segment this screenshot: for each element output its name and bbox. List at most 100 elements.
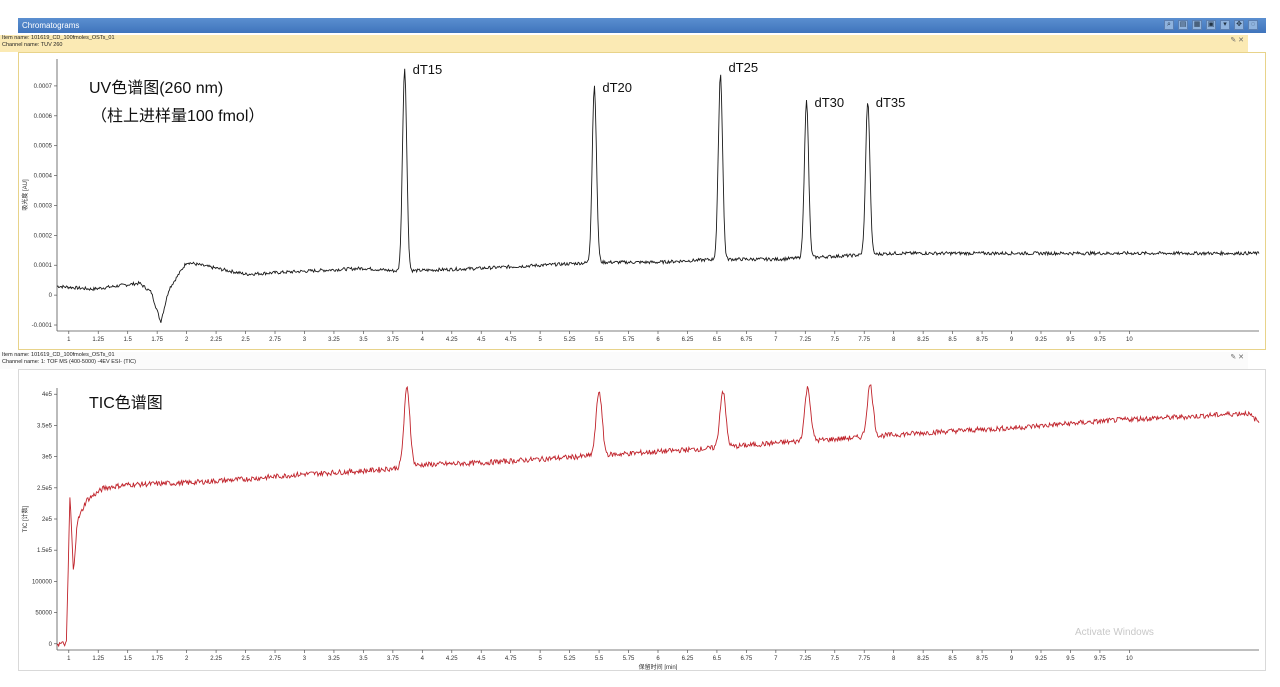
x-tick-label: 8: [892, 337, 896, 343]
dropdown-icon[interactable]: ▾: [1220, 20, 1230, 30]
x-tick-label: 8.25: [917, 656, 929, 662]
x-tick-label: 6.75: [741, 656, 753, 662]
x-tick-label: 9.25: [1035, 337, 1047, 343]
x-tick-label: 1.75: [151, 656, 163, 662]
table-icon[interactable]: ▦: [1192, 20, 1202, 30]
x-tick-label: 6: [656, 337, 660, 343]
x-tick-label: 2.75: [269, 337, 281, 343]
y-tick-label: 100000: [32, 579, 53, 585]
y-tick-label: 0: [49, 293, 53, 299]
window-title-bar: Chromatograms: [18, 18, 1266, 33]
y-tick-label: 4e5: [42, 392, 53, 398]
x-tick-label: 7.75: [858, 656, 870, 662]
x-tick-label: 6.5: [713, 656, 722, 662]
x-tick-label: 3.75: [387, 656, 399, 662]
x-tick-label: 7.25: [799, 337, 811, 343]
tic-channel-name: Channel name: 1: TOF MS (400-5000) -4EV …: [2, 359, 136, 365]
x-tick-label: 7.25: [799, 656, 811, 662]
y-tick-label: 3e5: [42, 455, 53, 461]
x-tick-label: 6: [656, 656, 660, 662]
x-tick-label: 7: [774, 656, 778, 662]
x-tick-label: 8.5: [948, 656, 957, 662]
x-tick-label: 3.25: [328, 337, 340, 343]
x-tick-label: 4.25: [446, 337, 458, 343]
x-tick-label: 8.25: [917, 337, 929, 343]
window-title: Chromatograms: [22, 21, 80, 30]
x-tick-label: 10: [1126, 656, 1133, 662]
x-tick-label: 5.75: [623, 337, 635, 343]
x-tick-label: 4: [421, 337, 425, 343]
x-tick-label: 7: [774, 337, 778, 343]
x-tick-label: 2: [185, 337, 189, 343]
y-axis-label: 吸光度 [AU]: [21, 179, 29, 211]
y-tick-label: 0.0004: [34, 174, 53, 180]
x-tick-label: 7.5: [831, 656, 840, 662]
tic-item-name: Item name: 101619_CD_100fmoles_OSTs_01: [2, 352, 115, 358]
y-tick-label: 50000: [35, 611, 52, 617]
uv-panel-close-icon[interactable]: ✎ ✕: [1230, 37, 1244, 44]
x-tick-label: 2.25: [210, 337, 222, 343]
x-tick-label: 9.25: [1035, 656, 1047, 662]
tic-annotation-title: TIC色谱图: [89, 394, 163, 412]
x-tick-label: 8.75: [976, 337, 988, 343]
x-tick-label: 1.5: [124, 656, 133, 662]
x-tick-label: 2.5: [241, 337, 250, 343]
x-tick-label: 9.5: [1066, 337, 1075, 343]
y-tick-label: 0.0003: [34, 203, 53, 209]
y-tick-label: 0.0002: [34, 233, 53, 239]
peak-label: dT25: [728, 60, 758, 75]
uv-plot-frame: -0.0001 0 0.0001 0.0002 0.0003 0.0004 0.0005 0.…: [18, 52, 1266, 350]
tic-panel-header: Item name: 101619_CD_100fmoles_OSTs_01 C…: [0, 352, 1248, 369]
x-tick-label: 9: [1010, 656, 1014, 662]
uv-chart: -0.0001 0 0.0001 0.0002 0.0003 0.0004 0.0005 0.…: [21, 59, 1260, 343]
export-icon[interactable]: ▣: [1206, 20, 1216, 30]
x-axis-label: 保留时间 [min]: [639, 663, 678, 670]
x-tick-label: 6.25: [682, 337, 694, 343]
uv-channel-name: Channel name: TUV 260: [2, 42, 63, 48]
zoom-icon[interactable]: ⌕: [1164, 20, 1174, 30]
x-tick-label: 3.75: [387, 337, 399, 343]
move-icon[interactable]: ✥: [1234, 20, 1244, 30]
x-tick-label: 1: [67, 337, 71, 343]
x-tick-label: 5.5: [595, 656, 604, 662]
x-tick-label: 9.75: [1094, 337, 1106, 343]
print-icon[interactable]: ▤: [1178, 20, 1188, 30]
uv-annotation-title: UV色谱图(260 nm): [89, 79, 223, 97]
x-tick-label: 1.5: [124, 337, 133, 343]
x-tick-label: 5.75: [623, 656, 635, 662]
x-tick-label: 9.5: [1066, 656, 1075, 662]
x-tick-label: 3: [303, 656, 307, 662]
x-tick-label: 7.75: [858, 337, 870, 343]
x-tick-label: 2: [185, 656, 189, 662]
peak-label: dT35: [876, 95, 906, 110]
chromatogram-trace: [56, 384, 1260, 648]
settings-icon[interactable]: ◌: [1248, 20, 1258, 30]
tic-plot-frame: 0 50000 100000 1.5e5 2e5 2.5e5 3e5 3.5e5 4e5 1 1.2…: [18, 369, 1266, 671]
x-tick-label: 4: [421, 656, 425, 662]
x-tick-label: 1.25: [92, 656, 104, 662]
uv-annotation-subtitle: （柱上进样量100 fmol）: [91, 107, 264, 125]
x-tick-label: 3.5: [359, 656, 368, 662]
chromatogram-trace: [56, 68, 1260, 323]
x-tick-label: 8.75: [976, 656, 988, 662]
y-tick-label: 0: [49, 642, 53, 648]
y-axis-label: TIC [计数]: [21, 505, 29, 532]
x-tick-label: 4.75: [505, 656, 517, 662]
y-tick-label: -0.0001: [32, 323, 53, 329]
y-tick-label: 0.0001: [34, 263, 53, 269]
x-tick-label: 5: [538, 656, 542, 662]
x-tick-label: 6.75: [741, 337, 753, 343]
x-tick-label: 4.75: [505, 337, 517, 343]
x-tick-label: 3.25: [328, 656, 340, 662]
x-tick-label: 4.5: [477, 656, 486, 662]
y-tick-label: 3.5e5: [37, 423, 53, 429]
x-tick-label: 1.75: [151, 337, 163, 343]
peak-label: dT20: [602, 80, 632, 95]
tic-panel-close-icon[interactable]: ✎ ✕: [1230, 354, 1244, 361]
x-tick-label: 5.25: [564, 337, 576, 343]
tic-chart: 0 50000 100000 1.5e5 2e5 2.5e5 3e5 3.5e5 4e5 1 1.2…: [21, 384, 1260, 671]
x-tick-label: 5.25: [564, 656, 576, 662]
y-tick-label: 2e5: [42, 517, 53, 523]
x-tick-label: 2.25: [210, 656, 222, 662]
x-tick-label: 5.5: [595, 337, 604, 343]
